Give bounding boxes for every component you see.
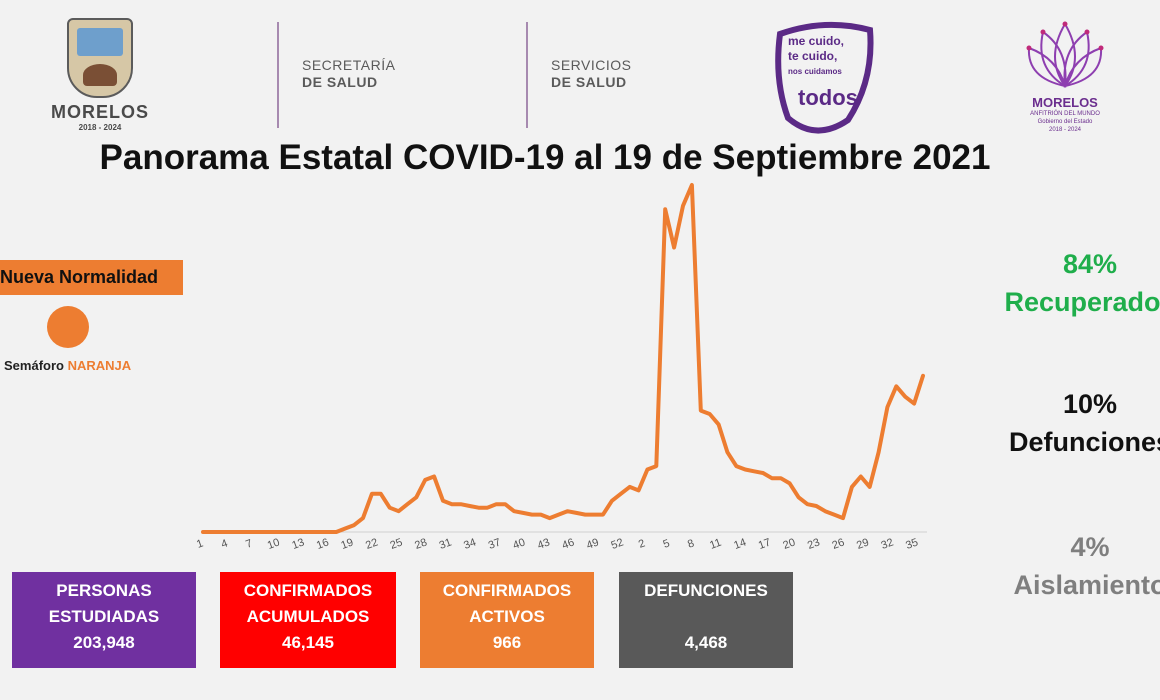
x-tick-label: 40: [511, 536, 527, 551]
x-tick-label: 29: [855, 536, 871, 551]
box-line2: [619, 604, 793, 630]
box-confirmados-acumulados: CONFIRMADOS ACUMULADOS 46,145: [220, 572, 396, 668]
status-label: Nueva Normalidad: [0, 260, 183, 295]
morelos-logo: MORELOS 2018 - 2024: [48, 18, 152, 136]
stat-recuperados: 84% Recuperados: [990, 245, 1160, 321]
series-line: [201, 183, 925, 534]
x-tick-label: 52: [610, 536, 626, 551]
gob-logo-name: MORELOS: [1032, 95, 1098, 110]
x-tick-label: 16: [315, 536, 331, 551]
header-divider: [277, 22, 279, 128]
dept2-line1: SERVICIOS: [551, 57, 632, 73]
slogan-shape-icon: [775, 21, 874, 134]
servicios-salud: SERVICIOS DE SALUD: [551, 57, 632, 91]
shield-icon: [67, 18, 133, 98]
x-tick-label: 2: [637, 537, 647, 550]
x-tick-label: 23: [806, 536, 822, 551]
x-tick-label: 35: [904, 536, 920, 551]
x-tick-label: 49: [585, 536, 601, 551]
stat-defunciones-pct: 10%: [1062, 389, 1118, 419]
x-tick-label: 5: [662, 537, 672, 550]
box-line2: ACTIVOS: [469, 607, 545, 626]
x-tick-label: 26: [831, 536, 847, 551]
box-line1: CONFIRMADOS: [243, 581, 373, 600]
box-value: 966: [492, 633, 522, 652]
slogan-logo: me cuido, te cuido, nos cuidamos todos: [770, 20, 880, 135]
x-tick-label: 4: [220, 537, 230, 550]
x-tick-label: 7: [244, 537, 254, 550]
x-tick-label: 1: [195, 537, 205, 550]
slogan-line2: te cuido,: [788, 49, 838, 63]
box-value: 46,145: [282, 633, 334, 652]
secretaria-salud: SECRETARÍA DE SALUD: [302, 57, 395, 91]
stat-aislamiento-pct: 4%: [1070, 532, 1110, 562]
dept2-line2: DE SALUD: [551, 74, 627, 90]
covid-line-chart: 1 4 7 10 13 16 19 22 25 28 31 34 37 40 43 46 49 52 2 5 8 11 14…: [195, 183, 927, 552]
x-tick-label: 14: [732, 536, 748, 551]
box-line1: CONFIRMADOS: [442, 581, 572, 600]
box-line2: ESTUDIADAS: [48, 607, 160, 626]
morelos-logo-years: 2018 - 2024: [78, 123, 122, 132]
x-tick-label: 22: [364, 536, 380, 551]
stat-aislamiento: 4% Aislamiento: [990, 528, 1160, 604]
gobierno-logo: MORELOS ANFITRIÓN DEL MUNDO Gobierno del…: [1010, 18, 1120, 138]
box-line1: DEFUNCIONES: [644, 581, 768, 600]
x-tick-label: 10: [266, 536, 282, 551]
box-line2: ACUMULADOS: [246, 607, 370, 626]
x-axis-ticks: 1 4 7 10 13 16 19 22 25 28 31 34 37 40 43 46 49 52 2 5 8 11 14…: [195, 536, 920, 551]
slogan-line1: me cuido,: [788, 34, 845, 48]
semaforo-text: Semáforo NARANJA: [4, 358, 131, 373]
x-tick-label: 31: [438, 536, 454, 551]
semaforo-value: NARANJA: [67, 358, 132, 373]
x-tick-label: 13: [290, 536, 306, 551]
gob-logo-sub1: ANFITRIÓN DEL MUNDO: [1030, 111, 1100, 117]
x-tick-label: 20: [781, 536, 797, 551]
box-value: 4,468: [684, 633, 728, 652]
stat-recuperados-pct: 84%: [1062, 249, 1118, 279]
box-confirmados-activos: CONFIRMADOS ACTIVOS 966: [420, 572, 594, 668]
slogan-line3: nos cuidamos: [788, 67, 842, 76]
semaforo-dot-icon: [47, 306, 89, 348]
dept1-line2: DE SALUD: [302, 74, 378, 90]
x-tick-label: 46: [560, 536, 576, 551]
x-tick-label: 17: [757, 536, 773, 551]
semaforo-prefix: Semáforo: [4, 358, 64, 373]
x-tick-label: 8: [686, 537, 696, 550]
gob-logo-sub3: 2018 - 2024: [1048, 127, 1082, 133]
stat-aislamiento-label: Aislamiento: [1013, 570, 1160, 600]
x-tick-label: 28: [413, 536, 429, 551]
box-line1: PERSONAS: [56, 581, 152, 600]
x-tick-label: 11: [708, 537, 723, 552]
x-tick-label: 43: [536, 536, 552, 551]
x-tick-label: 19: [339, 536, 355, 551]
page-title: Panorama Estatal COVID-19 al 19 de Septi…: [99, 138, 991, 177]
box-personas-estudiadas: PERSONAS ESTUDIADAS 203,948: [12, 572, 196, 668]
stat-defunciones-label: Defunciones: [1008, 427, 1160, 457]
box-defunciones: DEFUNCIONES 4,468: [619, 572, 793, 668]
x-tick-label: 32: [880, 536, 896, 551]
dept1-line1: SECRETARÍA: [302, 57, 396, 73]
x-tick-label: 25: [389, 536, 405, 551]
header-divider: [526, 22, 528, 128]
box-value: 203,948: [73, 633, 135, 652]
x-tick-label: 37: [487, 536, 503, 551]
morelos-logo-name: MORELOS: [50, 102, 149, 122]
lotus-icon: [1026, 21, 1104, 88]
slogan-line4: todos: [798, 85, 858, 110]
stat-defunciones: 10% Defunciones: [990, 385, 1160, 461]
gob-logo-sub2: Gobierno del Estado: [1037, 119, 1093, 125]
x-tick-label: 34: [462, 536, 478, 551]
stat-recuperados-label: Recuperados: [1004, 287, 1160, 317]
